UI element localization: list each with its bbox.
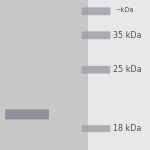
FancyBboxPatch shape [82,66,110,74]
Text: 35 kDa: 35 kDa [113,31,142,40]
Bar [88,0,150,150]
FancyBboxPatch shape [5,109,49,119]
FancyBboxPatch shape [82,31,110,39]
Text: ~kDa: ~kDa [116,7,134,13]
FancyBboxPatch shape [82,7,110,15]
Text: 25 kDa: 25 kDa [113,65,142,74]
FancyBboxPatch shape [82,125,110,132]
Text: 18 kDa: 18 kDa [113,124,142,133]
